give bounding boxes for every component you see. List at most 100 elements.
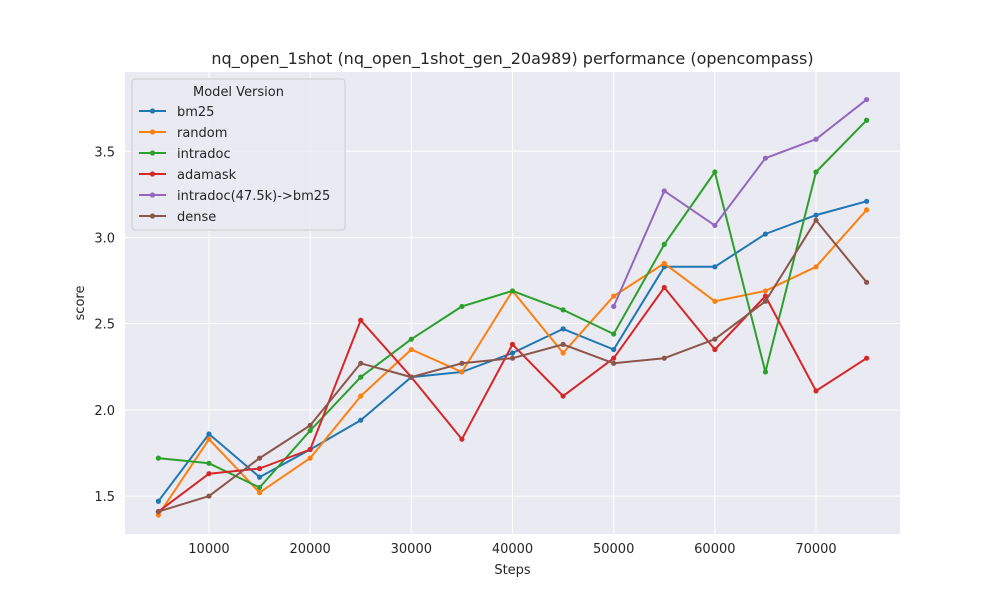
data-point: [560, 350, 566, 356]
data-point: [712, 298, 718, 304]
data-point: [256, 465, 263, 472]
data-point: [712, 346, 718, 353]
data-point: [611, 293, 617, 299]
y-axis-ticks: 1.5 2.0 2.5 3.0 3.5: [94, 145, 115, 505]
legend-swatch-marker: [149, 171, 156, 177]
data-point: [206, 436, 212, 442]
data-point: [762, 298, 769, 304]
data-point: [864, 117, 870, 123]
y-axis-label: score: [73, 286, 88, 321]
y-tick-label: 1.5: [94, 490, 115, 505]
data-point: [155, 455, 161, 461]
data-point: [408, 346, 414, 353]
x-axis-ticks: 10000 20000 30000 40000 50000 60000 70000: [188, 542, 836, 557]
data-point: [256, 455, 263, 461]
data-point: [307, 455, 313, 461]
data-point: [509, 341, 516, 347]
data-point: [611, 360, 617, 366]
data-point: [661, 260, 667, 266]
data-point: [813, 217, 819, 223]
data-point: [206, 471, 212, 477]
legend-item: adamask: [139, 168, 237, 183]
data-point: [459, 369, 465, 375]
data-point: [509, 288, 516, 294]
data-point: [358, 317, 364, 323]
data-point: [712, 336, 718, 342]
data-point: [611, 303, 617, 310]
data-point: [712, 264, 718, 270]
data-point: [864, 207, 870, 213]
y-tick-label: 3.0: [94, 231, 115, 246]
data-point: [358, 374, 364, 380]
y-tick-label: 3.5: [94, 145, 115, 160]
legend-swatch-marker: [149, 213, 156, 219]
y-tick-label: 2.0: [94, 404, 115, 419]
data-point: [560, 307, 566, 313]
data-point: [762, 231, 769, 237]
data-point: [206, 493, 212, 499]
data-point: [560, 326, 566, 332]
legend-items: bm25 random intradoc adamask intradoc(47.5k)…: [139, 105, 330, 225]
legend-swatch-marker: [149, 150, 156, 156]
data-point: [813, 388, 819, 394]
series-intradoc-47-5k-bm25: [611, 96, 870, 310]
legend-title: Model Version: [193, 85, 284, 100]
x-tick-label: 40000: [492, 542, 533, 557]
y-tick-label: 2.5: [94, 318, 115, 333]
legend-label: intradoc(47.5k)->bm25: [177, 189, 330, 204]
data-point: [408, 336, 414, 342]
series-layer: [155, 96, 870, 518]
data-point: [358, 393, 364, 399]
data-point: [358, 360, 364, 366]
data-point: [459, 303, 465, 310]
data-point: [560, 341, 566, 347]
data-point: [206, 431, 212, 437]
data-point: [509, 350, 516, 356]
data-point: [408, 374, 414, 380]
data-point: [560, 393, 566, 399]
series-intradoc: [155, 117, 870, 491]
x-tick-label: 50000: [593, 542, 634, 557]
data-point: [661, 355, 667, 361]
series-dense: [155, 217, 870, 515]
data-point: [712, 222, 718, 229]
series-line-intradoc-47-5k-bm25: [612, 98, 868, 307]
data-point: [864, 355, 870, 361]
legend-label: adamask: [177, 168, 237, 183]
data-point: [813, 136, 819, 142]
legend-item: intradoc: [139, 147, 231, 162]
data-point: [358, 417, 364, 423]
data-point: [762, 155, 769, 161]
data-point: [611, 355, 617, 361]
data-point: [712, 169, 718, 175]
legend-swatch-marker: [149, 192, 156, 198]
x-tick-label: 30000: [391, 542, 432, 557]
data-point: [661, 241, 667, 247]
legend: Model Version bm25 random intradoc adamask i…: [131, 78, 346, 231]
data-point: [155, 498, 161, 504]
data-point: [256, 490, 263, 496]
legend-item: bm25: [139, 105, 214, 120]
legend-item: dense: [139, 210, 216, 225]
grid: [125, 72, 900, 534]
data-point: [813, 264, 819, 270]
data-point: [611, 331, 617, 337]
data-point: [864, 96, 870, 103]
data-point: [661, 284, 667, 291]
x-tick-label: 60000: [694, 542, 735, 557]
legend-swatch-marker: [149, 108, 156, 114]
data-point: [864, 279, 870, 285]
data-point: [307, 422, 313, 428]
data-point: [661, 188, 667, 194]
data-point: [459, 360, 465, 366]
data-point: [611, 346, 617, 353]
data-point: [206, 460, 212, 466]
legend-item: intradoc(47.5k)->bm25: [139, 189, 330, 204]
legend-label: bm25: [177, 105, 214, 120]
data-point: [813, 212, 819, 218]
x-tick-label: 70000: [795, 542, 836, 557]
data-point: [155, 508, 161, 515]
data-point: [509, 355, 516, 361]
data-point: [256, 484, 263, 491]
